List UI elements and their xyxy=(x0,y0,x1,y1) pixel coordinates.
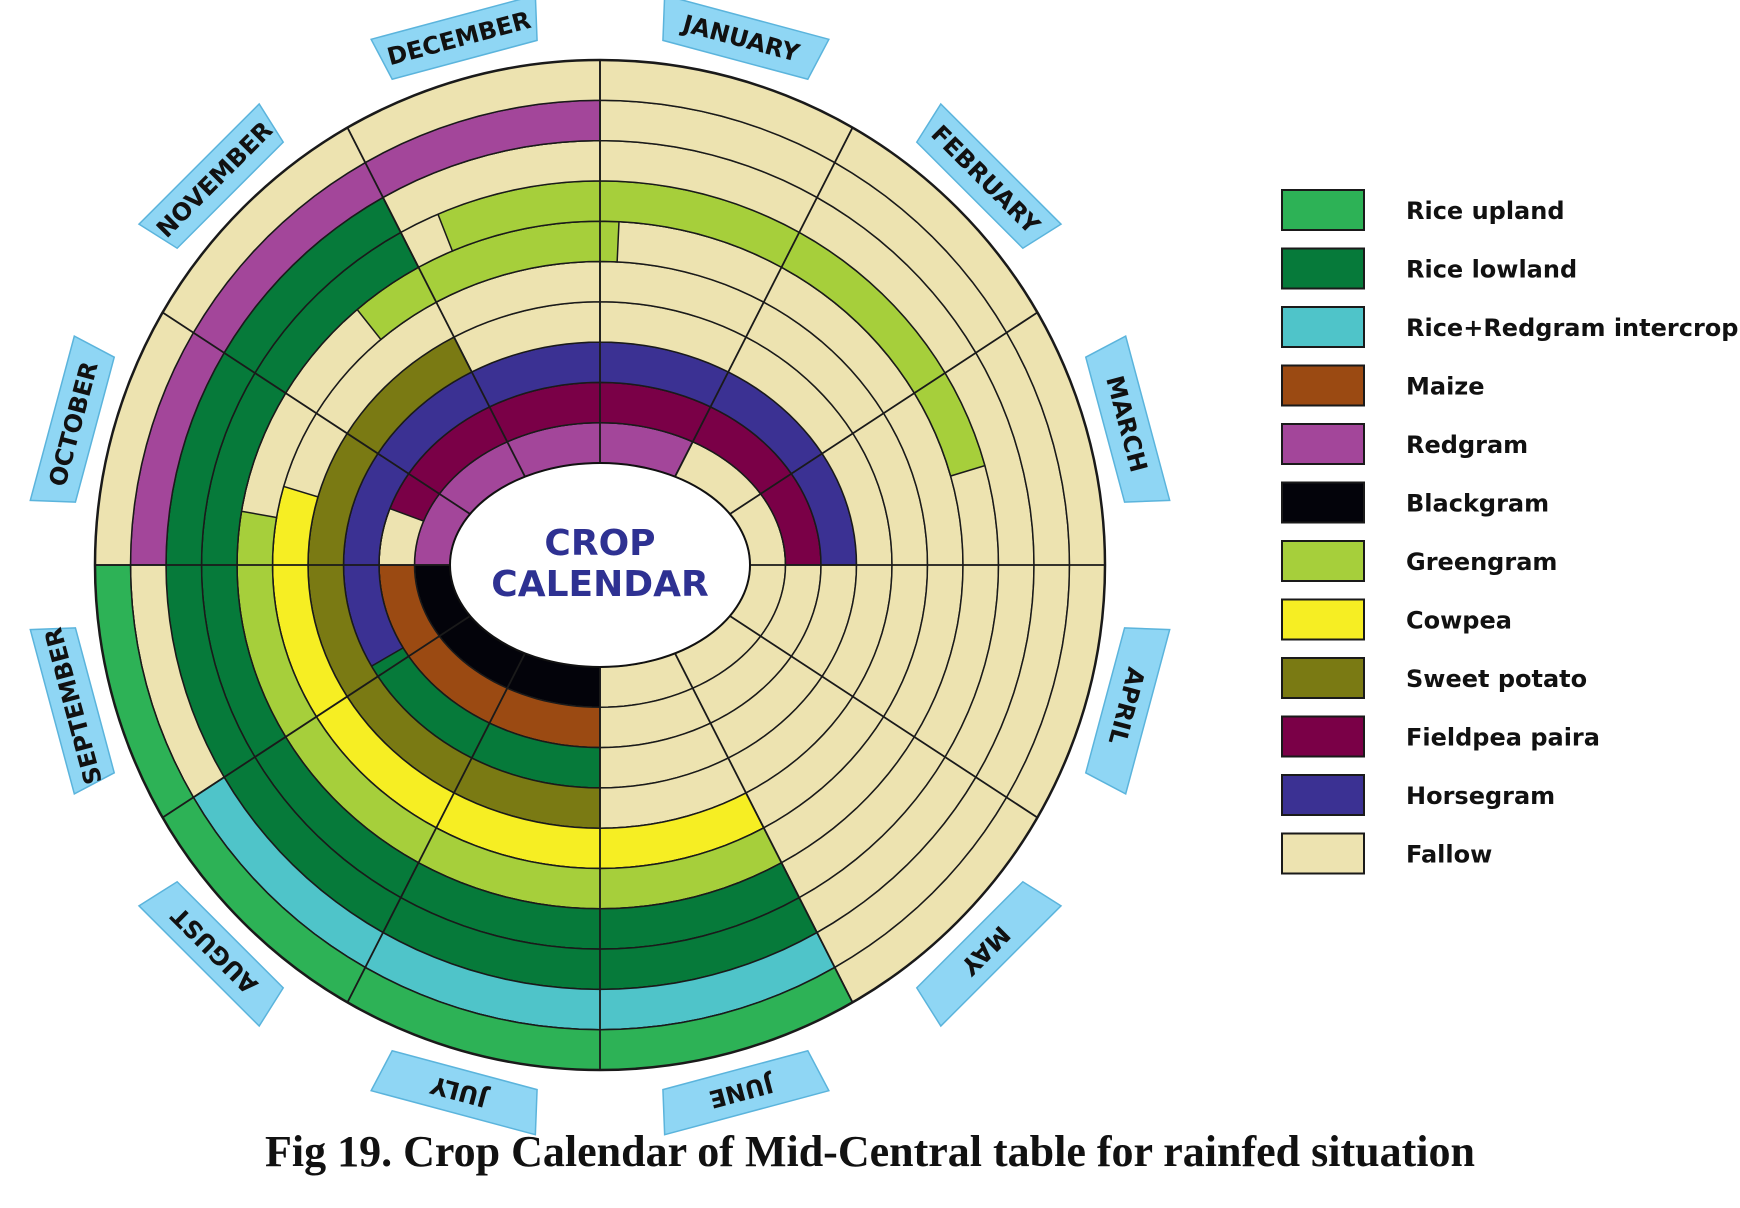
month-tab-shape xyxy=(137,102,285,250)
legend-label: Horsegram xyxy=(1406,782,1555,810)
legend-swatch xyxy=(1281,423,1365,465)
month-divider-12 xyxy=(346,127,526,478)
legend-item-rice-upland: Rice upland xyxy=(1281,189,1565,231)
center-title-line-2: CALENDAR xyxy=(491,564,708,605)
legend-swatch xyxy=(1281,540,1365,582)
legend-label: Maize xyxy=(1406,373,1485,401)
calendar-outer-border xyxy=(93,58,1107,1072)
legend-swatch xyxy=(1281,306,1365,348)
center-title-line-1: CROP xyxy=(544,523,655,564)
legend-swatch xyxy=(1281,364,1365,407)
month-tab-shape xyxy=(137,880,285,1028)
legend-label: Fieldpea paira xyxy=(1406,724,1600,752)
legend-swatch xyxy=(1281,657,1365,699)
month-tab-january: JANUARY xyxy=(662,0,830,81)
legend-label: Sweet potato xyxy=(1406,665,1587,693)
month-tab-shape xyxy=(915,102,1063,250)
legend-swatch xyxy=(1281,189,1365,231)
legend-label: Fallow xyxy=(1406,841,1492,869)
month-tab-shape xyxy=(915,880,1063,1028)
month-tab-shape xyxy=(662,0,830,81)
legend-item-rice-lowland: Rice lowland xyxy=(1281,247,1577,290)
month-tab-may: MAY xyxy=(915,880,1063,1028)
legend-item-greengram: Greengram xyxy=(1281,540,1557,582)
legend-label: Rice lowland xyxy=(1406,256,1577,284)
legend-swatch xyxy=(1281,481,1365,524)
month-tab-shape xyxy=(1084,627,1171,795)
legend-item-redgram: Redgram xyxy=(1281,423,1528,465)
legend-item-maize: Maize xyxy=(1281,364,1485,407)
month-divider-8 xyxy=(346,652,526,1003)
month-tab-july: JULY xyxy=(370,1049,538,1136)
legend-label: Greengram xyxy=(1406,548,1557,576)
center-hub: CROP CALENDAR xyxy=(449,462,751,668)
month-divider-5 xyxy=(729,615,1038,819)
legend-item-rice-redgram: Rice+Redgram intercrop xyxy=(1281,306,1738,348)
legend-item-fallow: Fallow xyxy=(1281,832,1492,875)
legend-item-cowpea: Cowpea xyxy=(1281,598,1512,641)
month-tab-shape xyxy=(29,627,116,795)
legend-swatch xyxy=(1281,774,1365,816)
month-divider-6 xyxy=(674,652,854,1003)
legend-label: Redgram xyxy=(1406,431,1528,459)
calendar-rings xyxy=(94,59,1106,1071)
month-divider-9 xyxy=(162,615,471,819)
legend-label: Rice+Redgram intercrop xyxy=(1406,314,1738,342)
ring-dividers xyxy=(93,58,1107,1072)
legend-item-sweet-potato: Sweet potato xyxy=(1281,657,1587,699)
legend-swatch xyxy=(1281,247,1365,290)
month-tab-shape xyxy=(370,1049,538,1136)
month-divider-3 xyxy=(729,311,1038,515)
month-tab-june: JUNE xyxy=(662,1049,830,1136)
legend-item-horsegram: Horsegram xyxy=(1281,774,1555,816)
month-tab-april: APRIL xyxy=(1084,627,1171,795)
legend-label: Cowpea xyxy=(1406,607,1512,635)
legend: Rice upland Rice lowland Rice+Redgram inte… xyxy=(1281,189,1738,875)
legend-item-blackgram: Blackgram xyxy=(1281,481,1549,524)
legend-item-fieldpea-paira: Fieldpea paira xyxy=(1281,715,1600,758)
month-divider-11 xyxy=(162,311,471,515)
legend-swatch xyxy=(1281,598,1365,641)
center-hub-ellipse xyxy=(449,462,751,668)
month-tab-shape xyxy=(1084,335,1171,503)
legend-swatch xyxy=(1281,832,1365,875)
month-tab-shape xyxy=(662,1049,830,1136)
month-tab-shape xyxy=(370,0,538,81)
month-tab-shape xyxy=(29,335,116,503)
month-divider-2 xyxy=(674,127,854,478)
legend-label: Blackgram xyxy=(1406,490,1549,518)
legend-swatch xyxy=(1281,715,1365,758)
legend-label: Rice upland xyxy=(1406,197,1565,225)
figure-caption: Fig 19. Crop Calendar of Mid-Central tab… xyxy=(265,1127,1475,1176)
